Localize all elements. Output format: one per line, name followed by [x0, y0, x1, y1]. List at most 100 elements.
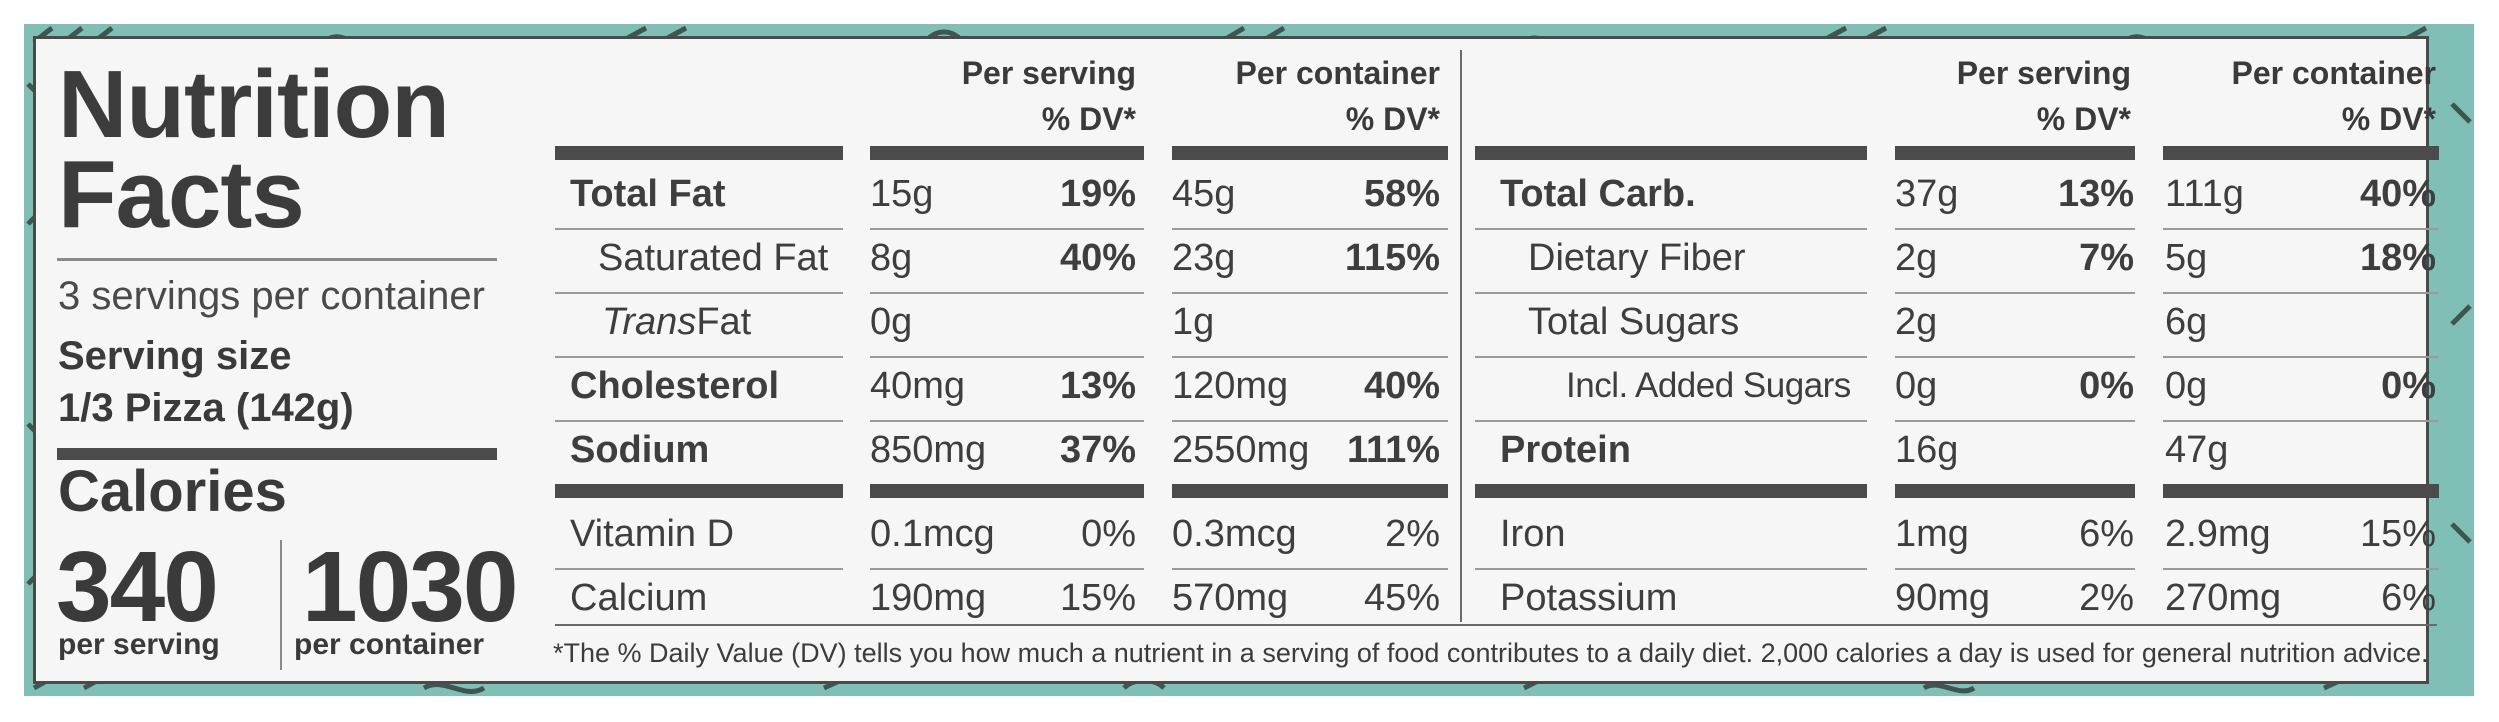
row-divider: [1172, 356, 1448, 358]
thick-bar: [1475, 146, 1867, 160]
per-serving-amount: 40mg: [870, 365, 966, 407]
row-divider: [2163, 292, 2439, 294]
per-serving-amount: 0.1mcg: [870, 513, 995, 555]
row-divider: [1475, 356, 1867, 358]
serving-size: Serving size 1/3 Pizza (142g): [58, 330, 354, 434]
row-divider: [870, 568, 1144, 570]
per-serving-dv: 19%: [1059, 173, 1136, 215]
row-divider: [870, 228, 1144, 230]
per-container-amount: 2.9mg: [2165, 513, 2271, 555]
thick-bar: [1172, 484, 1448, 498]
thick-bar: [870, 146, 1144, 160]
header-label: Per container: [2231, 55, 2436, 91]
row-divider: [870, 420, 1144, 422]
per-serving-dv: 0%: [1081, 513, 1136, 555]
header-dv: % DV*: [1041, 101, 1136, 137]
row-divider: [1895, 420, 2135, 422]
thick-bar: [1895, 484, 2135, 498]
row-divider: [870, 292, 1144, 294]
row-divider: [1475, 420, 1867, 422]
per-container-dv: 6%: [2381, 577, 2436, 619]
per-container-amount: 6g: [2165, 301, 2208, 343]
per-container-amount: 2550mg: [1172, 429, 1310, 471]
row-divider: [555, 356, 843, 358]
row-divider: [1895, 228, 2135, 230]
right-header-per-container: Per container % DV*: [2160, 50, 2436, 142]
row-divider: [1172, 420, 1448, 422]
label-title: Nutrition Facts: [58, 51, 450, 243]
per-serving-amount: 2g: [1895, 301, 1938, 343]
per-container-amount: 47g: [2165, 429, 2229, 471]
calories-per-serving: 340: [56, 531, 219, 643]
per-container-dv: 45%: [1363, 577, 1440, 619]
nutrition-label: [33, 36, 2429, 684]
serving-size-value: 1/3 Pizza (142g): [58, 386, 354, 430]
per-serving-amount: 37g: [1895, 173, 1959, 215]
row-divider: [1475, 292, 1867, 294]
row-divider: [555, 568, 843, 570]
servings-per-container: 3 servings per container: [58, 274, 485, 318]
per-container-amount: 0.3mcg: [1172, 513, 1297, 555]
header-label: Per serving: [1956, 55, 2131, 91]
thick-bar: [555, 146, 843, 160]
per-container-dv: 15%: [2359, 513, 2436, 555]
row-divider: [1172, 292, 1448, 294]
thick-bar: [2163, 484, 2439, 498]
header-dv: % DV*: [2036, 101, 2131, 137]
header-dv: % DV*: [1345, 101, 1440, 137]
row-divider: [555, 228, 843, 230]
title-line-1: Nutrition: [58, 51, 450, 158]
per-container-dv: 2%: [1385, 513, 1440, 555]
per-serving-dv: 13%: [1059, 365, 1136, 407]
nutrient-name: TransFat: [602, 300, 751, 344]
calories-per-serving-label: per serving: [58, 628, 220, 661]
per-serving-amount: 0g: [870, 301, 913, 343]
per-container-amount: 5g: [2165, 237, 2208, 279]
per-container-dv: 111%: [1347, 429, 1440, 471]
nutrient-name: Iron: [1500, 513, 1566, 555]
per-serving-amount: 850mg: [870, 429, 987, 471]
per-container-amount: 45g: [1172, 173, 1236, 215]
divider: [57, 258, 497, 261]
trans-rest: Fat: [696, 301, 752, 343]
nutrient-name: Sodium: [570, 429, 710, 471]
right-header-per-serving: Per serving % DV*: [1885, 50, 2131, 142]
thick-bar: [555, 484, 843, 498]
nutrient-name: Incl. Added Sugars: [1566, 366, 1851, 405]
per-serving-amount: 8g: [870, 237, 913, 279]
per-serving-dv: 0%: [2079, 365, 2134, 407]
row-divider: [2163, 420, 2439, 422]
per-serving-amount: 190mg: [870, 577, 987, 619]
row-divider: [2163, 228, 2439, 230]
per-serving-amount: 16g: [1895, 429, 1959, 471]
calories-per-container-label: per container: [294, 628, 485, 661]
thick-bar: [1895, 146, 2135, 160]
nutrient-name: Calcium: [570, 577, 708, 619]
header-dv: % DV*: [2341, 101, 2436, 137]
per-serving-amount: 90mg: [1895, 577, 1991, 619]
per-serving-dv: 37%: [1059, 429, 1136, 471]
nutrient-name: Total Fat: [570, 173, 726, 215]
nutrient-name: Cholesterol: [570, 365, 780, 407]
footnote: *The % Daily Value (DV) tells you how mu…: [553, 638, 2429, 668]
center-divider: [1460, 50, 1462, 622]
per-serving-amount: 0g: [1895, 365, 1938, 407]
per-serving-dv: 15%: [1059, 577, 1136, 619]
per-serving-dv: 6%: [2079, 513, 2134, 555]
row-divider: [1172, 568, 1448, 570]
row-divider: [1895, 292, 2135, 294]
per-container-dv: 40%: [2359, 173, 2436, 215]
trans-italic: Trans: [602, 301, 697, 343]
header-label: Per container: [1235, 55, 1440, 91]
nutrient-name: Dietary Fiber: [1528, 237, 1746, 279]
header-label: Per serving: [961, 55, 1136, 91]
thick-divider: [57, 448, 497, 460]
per-container-dv: 18%: [2359, 237, 2436, 279]
left-header-per-serving: Per serving % DV*: [880, 50, 1136, 142]
thick-bar: [870, 484, 1144, 498]
per-container-dv: 115%: [1344, 237, 1440, 279]
per-container-dv: 40%: [1363, 365, 1440, 407]
row-divider: [1895, 356, 2135, 358]
row-divider: [1475, 568, 1867, 570]
per-container-amount: 1g: [1172, 301, 1215, 343]
